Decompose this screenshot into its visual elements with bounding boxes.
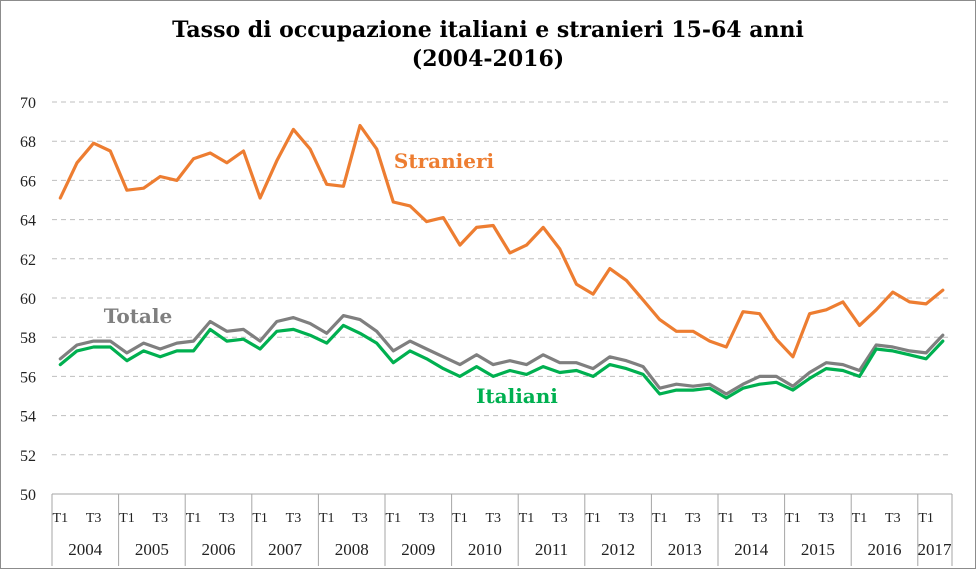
y-tick-label: 70	[20, 95, 36, 112]
y-tick-label: 56	[20, 369, 36, 386]
quarter-label: T1	[186, 511, 202, 526]
series-label-stranieri: Stranieri	[394, 149, 495, 173]
quarter-label: T3	[552, 511, 568, 526]
quarter-label: T3	[286, 511, 302, 526]
year-label: 2012	[601, 540, 635, 559]
y-tick-label: 68	[20, 134, 36, 151]
series-label-totale: Totale	[104, 304, 172, 328]
quarter-label: T1	[918, 511, 934, 526]
chart-subtitle-line: (2004-2016)	[411, 46, 565, 72]
quarter-label: T1	[119, 511, 135, 526]
year-label: 2016	[868, 540, 902, 559]
y-tick-label: 64	[20, 213, 36, 230]
y-tick-label: 50	[20, 487, 36, 504]
chart-title-line: Tasso di occupazione italiani e stranier…	[172, 17, 804, 43]
quarter-label: T1	[585, 511, 601, 526]
quarter-label: T1	[785, 511, 801, 526]
y-tick-label: 54	[20, 409, 36, 426]
series-line-totale	[58, 314, 945, 396]
quarter-label: T1	[719, 511, 735, 526]
year-label: 2005	[135, 540, 169, 559]
quarter-label: T1	[53, 511, 69, 526]
quarter-label: T1	[852, 511, 868, 526]
quarter-label: T3	[619, 511, 635, 526]
year-label: 2008	[335, 540, 369, 559]
quarter-label: T3	[752, 511, 768, 526]
year-label: 2015	[801, 540, 835, 559]
year-label: 2017	[917, 540, 952, 559]
y-tick-label: 62	[20, 252, 36, 269]
y-tick-label: 66	[20, 173, 36, 190]
year-label: 2006	[202, 540, 236, 559]
year-label: 2014	[734, 540, 769, 559]
series-label-italiani: Italiani	[476, 384, 558, 408]
year-label: 2013	[668, 540, 702, 559]
quarter-label: T3	[419, 511, 435, 526]
year-label: 2010	[468, 540, 502, 559]
chart-title: Tasso di occupazione italiani e stranier…	[0, 16, 976, 74]
y-tick-label: 52	[20, 448, 36, 465]
quarter-label: T3	[86, 511, 102, 526]
series-line-stranieri	[58, 123, 945, 359]
year-label: 2009	[401, 540, 435, 559]
quarter-label: T3	[152, 511, 168, 526]
y-tick-label: 58	[20, 330, 36, 347]
quarter-label: T3	[685, 511, 701, 526]
quarter-label: T3	[485, 511, 501, 526]
quarter-label: T3	[818, 511, 834, 526]
year-label: 2004	[68, 540, 103, 559]
year-label: 2011	[535, 540, 568, 559]
quarter-label: T1	[519, 511, 535, 526]
quarter-label: T1	[386, 511, 402, 526]
quarter-label: T1	[252, 511, 268, 526]
year-label: 2007	[268, 540, 303, 559]
series-line-italiani	[58, 323, 945, 400]
quarter-label: T3	[352, 511, 368, 526]
quarter-label: T1	[452, 511, 468, 526]
quarter-label: T3	[885, 511, 901, 526]
quarter-label: T1	[652, 511, 668, 526]
quarter-label: T1	[319, 511, 335, 526]
quarter-label: T3	[219, 511, 235, 526]
y-tick-label: 60	[20, 291, 36, 308]
